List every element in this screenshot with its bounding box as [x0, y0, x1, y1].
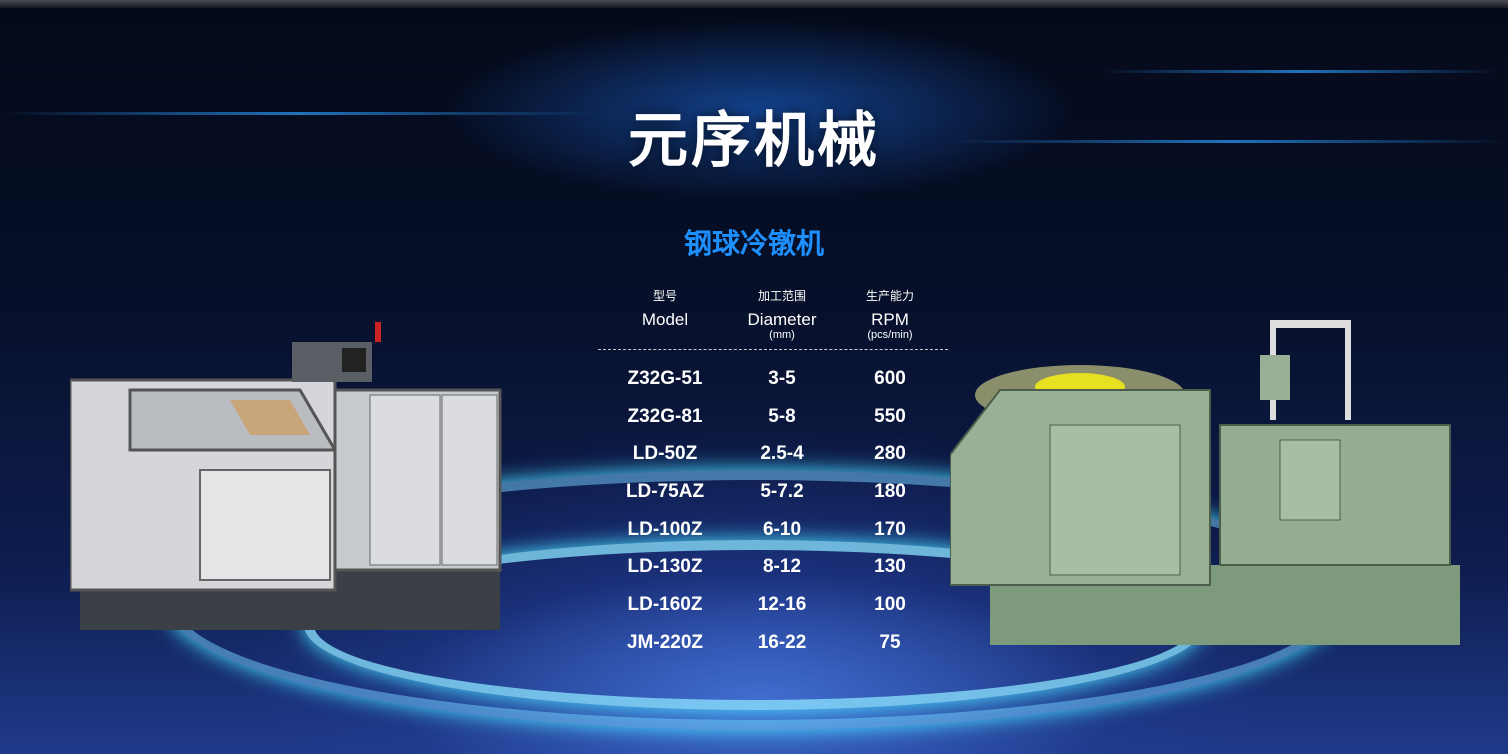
- model-cell: Z32G-81: [627, 405, 703, 427]
- header-zh: 生产能力: [865, 289, 914, 303]
- diameter-cell: 3-5: [768, 367, 796, 389]
- model-cell: LD-50Z: [632, 443, 698, 465]
- header-unit: (mm): [769, 329, 795, 341]
- header-diameter: 加工范围 Diameter (mm): [732, 285, 832, 349]
- table-header: 型号 Model 加工范围 Diameter (mm) 生产能力 RPM (pc…: [598, 285, 948, 350]
- header-en: RPM: [871, 310, 909, 329]
- light-streak: [1100, 70, 1500, 73]
- header-en: Diameter: [747, 310, 817, 329]
- diameter-cell: 8-12: [762, 556, 802, 578]
- model-cell: LD-160Z: [627, 593, 703, 615]
- rpm-cell: 280: [874, 443, 906, 465]
- diameter-cell: 5-7.2: [760, 480, 804, 502]
- rpm-cell: 130: [874, 556, 906, 578]
- table-row: Z32G-81 5-8 550: [598, 398, 948, 436]
- model-cell: Z32G-51: [627, 367, 703, 389]
- cold-heading-machine-left-image: [70, 322, 502, 630]
- header-zh: 型号: [652, 289, 677, 303]
- header-rpm: 生产能力 RPM (pcs/min): [832, 285, 948, 349]
- diameter-cell: 16-22: [757, 631, 807, 653]
- header-unit: (pcs/min): [867, 329, 913, 341]
- table-row: LD-50Z 2.5-4 280: [598, 435, 948, 473]
- diameter-cell: 5-8: [768, 405, 796, 427]
- spec-table: 型号 Model 加工范围 Diameter (mm) 生产能力 RPM (pc…: [598, 285, 948, 662]
- top-bar: [0, 0, 1508, 8]
- light-streak: [0, 112, 600, 115]
- cold-heading-machine-right-image: [950, 320, 1460, 645]
- table-row: LD-75AZ 5-7.2 180: [598, 473, 948, 511]
- light-streak: [950, 140, 1508, 143]
- rpm-cell: 600: [874, 367, 906, 389]
- rpm-cell: 75: [879, 631, 901, 653]
- table-row: LD-160Z 12-16 100: [598, 586, 948, 624]
- table-row: JM-220Z 16-22 75: [598, 624, 948, 662]
- rpm-cell: 180: [874, 480, 906, 502]
- model-cell: JM-220Z: [626, 631, 704, 653]
- rpm-cell: 100: [874, 593, 906, 615]
- table-row: LD-100Z 6-10 170: [598, 511, 948, 549]
- diameter-cell: 6-10: [762, 518, 802, 540]
- header-zh: 加工范围: [757, 289, 806, 303]
- rpm-cell: 550: [874, 405, 906, 427]
- model-cell: LD-130Z: [627, 556, 703, 578]
- product-category-title: 钢球冷镦机: [683, 228, 824, 259]
- rpm-cell: 170: [874, 518, 906, 540]
- table-row: LD-130Z 8-12 130: [598, 548, 948, 586]
- table-body: Z32G-51 3-5 600 Z32G-81 5-8 550 LD-50Z 2.5-4 280…: [598, 360, 948, 662]
- diameter-cell: 12-16: [757, 593, 807, 615]
- header-model: 型号 Model: [598, 285, 732, 349]
- page-title: 元序机械: [628, 107, 880, 174]
- table-row: Z32G-51 3-5 600: [598, 360, 948, 398]
- model-cell: LD-75AZ: [625, 480, 705, 502]
- header-en: Model: [641, 310, 689, 329]
- model-cell: LD-100Z: [627, 518, 703, 540]
- diameter-cell: 2.5-4: [760, 443, 804, 465]
